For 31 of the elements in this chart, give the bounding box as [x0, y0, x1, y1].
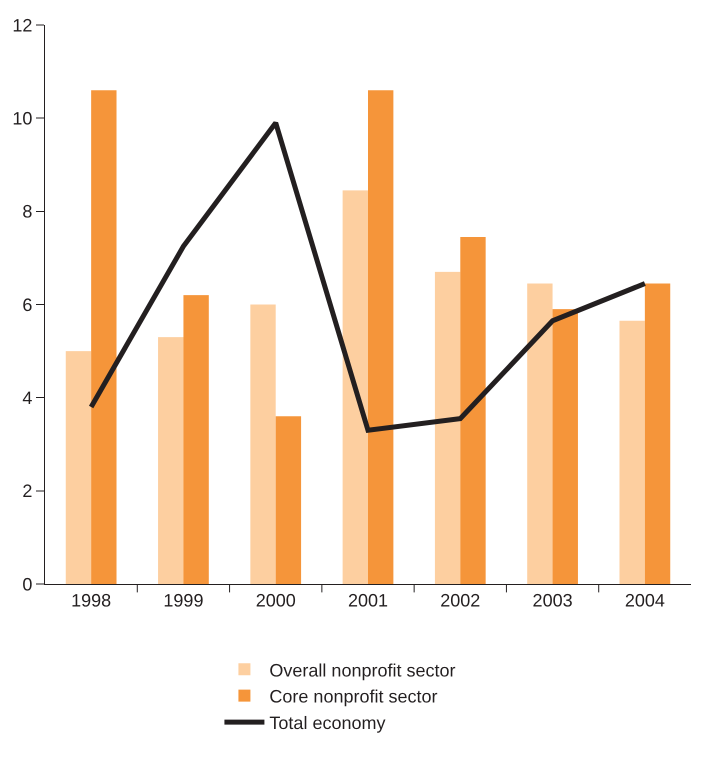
y-tick-label: 10: [12, 108, 32, 128]
bar: [527, 284, 553, 584]
bar: [368, 90, 394, 584]
bar: [66, 351, 92, 584]
bar: [619, 320, 645, 584]
x-tick-label: 2003: [532, 590, 573, 611]
bar: [460, 236, 486, 584]
legend-label: Total economy: [269, 713, 386, 734]
y-tick-label: 0: [22, 574, 32, 594]
x-tick-label: 2004: [624, 590, 665, 611]
y-tick-label: 4: [22, 388, 32, 408]
bar: [276, 416, 302, 584]
bar: [434, 272, 460, 584]
bar: [183, 295, 209, 584]
x-tick-label: 2001: [348, 590, 388, 611]
y-tick-label: 8: [22, 202, 32, 222]
x-tick-label: 2002: [440, 590, 480, 611]
legend-label: Core nonprofit sector: [269, 686, 438, 707]
bar: [158, 337, 184, 584]
x-tick-label: 1998: [71, 590, 112, 611]
bar: [644, 284, 670, 584]
y-tick-label: 12: [12, 15, 32, 36]
y-tick-label: 2: [22, 481, 32, 502]
x-tick-label: 2000: [256, 590, 296, 611]
x-tick-label: 1999: [163, 590, 204, 611]
bar: [250, 304, 276, 584]
y-tick-label: 6: [22, 294, 32, 315]
legend-label: Overall nonprofit sector: [269, 660, 456, 680]
bar: [552, 309, 578, 584]
bar: [91, 90, 117, 584]
bar: [342, 190, 368, 584]
